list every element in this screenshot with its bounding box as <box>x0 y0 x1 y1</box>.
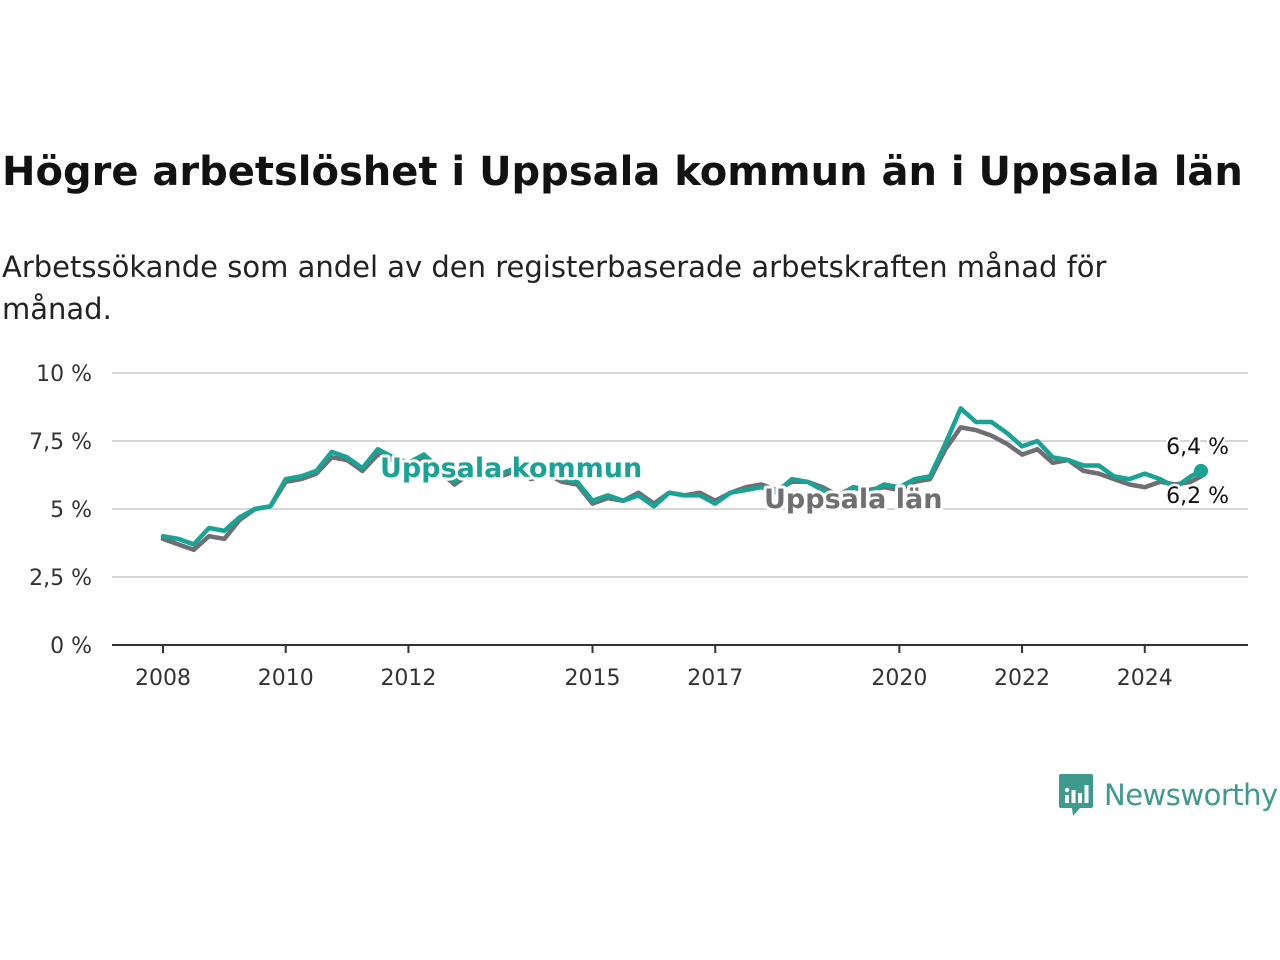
y-axis-ticks: 0 % 2,5 % 5 % 7,5 % 10 % <box>29 362 92 659</box>
x-tick-label: 2017 <box>687 666 743 691</box>
x-tick-label: 2015 <box>565 666 621 691</box>
end-value-label-lan: 6,2 % <box>1166 484 1229 509</box>
y-tick-label: 2,5 % <box>29 566 92 591</box>
y-tick-label: 5 % <box>50 498 92 523</box>
x-tick-label: 2010 <box>258 666 314 691</box>
series-lines <box>160 406 1209 553</box>
chart-title: Högre arbetslöshet i Uppsala kommun än i… <box>2 149 1243 195</box>
x-tick-label: 2022 <box>994 666 1050 691</box>
newsworthy-logo-icon <box>1059 774 1093 816</box>
grid-lines <box>112 372 1248 578</box>
chart-subtitle: Arbetssökande som andel av den registerb… <box>2 250 1107 326</box>
series-line-uppsala-kommun <box>160 406 1204 547</box>
x-tick-label: 2024 <box>1117 666 1173 691</box>
x-tick-label: 2008 <box>135 666 191 691</box>
series-line-uppsala-l-n <box>160 425 1204 553</box>
x-tick-label: 2012 <box>380 666 436 691</box>
end-point-marker <box>1194 463 1209 478</box>
y-tick-label: 0 % <box>50 634 92 659</box>
y-tick-label: 7,5 % <box>29 430 92 455</box>
line-chart: 0 % 2,5 % 5 % 7,5 % 10 % 2008 2010 2012 2015 201… <box>29 362 1248 691</box>
end-value-label-kommun: 6,4 % <box>1166 435 1229 460</box>
series-labels: Uppsala län Uppsala kommun 6,4 % 6,2 % <box>377 433 1232 519</box>
newsworthy-brand: Newsworthy <box>1058 772 1278 818</box>
y-tick-label: 10 % <box>36 362 92 387</box>
series-label-uppsala-lan: Uppsala län <box>764 484 942 515</box>
x-tick-label: 2020 <box>871 666 927 691</box>
series-label-uppsala-kommun: Uppsala kommun <box>380 453 642 484</box>
brand-name: Newsworthy <box>1104 778 1278 812</box>
x-axis: 2008 2010 2012 2015 2017 2020 2022 2024 <box>112 644 1248 691</box>
